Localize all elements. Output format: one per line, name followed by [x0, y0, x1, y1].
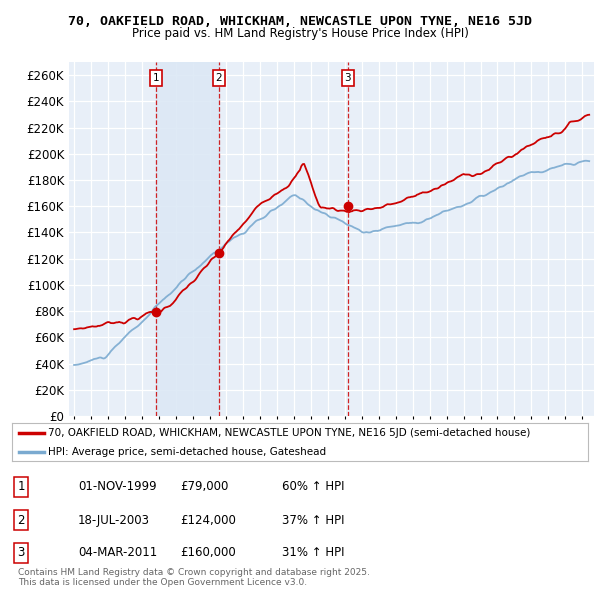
Text: 2: 2 — [17, 514, 25, 527]
Text: 70, OAKFIELD ROAD, WHICKHAM, NEWCASTLE UPON TYNE, NE16 5JD (semi-detached house): 70, OAKFIELD ROAD, WHICKHAM, NEWCASTLE U… — [48, 428, 530, 438]
Text: 37% ↑ HPI: 37% ↑ HPI — [282, 514, 344, 527]
Text: 2: 2 — [215, 73, 222, 83]
Text: £160,000: £160,000 — [180, 546, 236, 559]
Text: £79,000: £79,000 — [180, 480, 229, 493]
Text: 70, OAKFIELD ROAD, WHICKHAM, NEWCASTLE UPON TYNE, NE16 5JD: 70, OAKFIELD ROAD, WHICKHAM, NEWCASTLE U… — [68, 15, 532, 28]
Text: 01-NOV-1999: 01-NOV-1999 — [78, 480, 157, 493]
Text: 1: 1 — [17, 480, 25, 493]
Text: 04-MAR-2011: 04-MAR-2011 — [78, 546, 157, 559]
Text: £124,000: £124,000 — [180, 514, 236, 527]
Text: HPI: Average price, semi-detached house, Gateshead: HPI: Average price, semi-detached house,… — [48, 447, 326, 457]
Text: 31% ↑ HPI: 31% ↑ HPI — [282, 546, 344, 559]
Text: 1: 1 — [152, 73, 159, 83]
Text: Contains HM Land Registry data © Crown copyright and database right 2025.
This d: Contains HM Land Registry data © Crown c… — [18, 568, 370, 587]
Text: 3: 3 — [344, 73, 351, 83]
Text: 3: 3 — [17, 546, 25, 559]
Text: 60% ↑ HPI: 60% ↑ HPI — [282, 480, 344, 493]
Bar — [156, 62, 219, 416]
Text: 18-JUL-2003: 18-JUL-2003 — [78, 514, 150, 527]
Text: Price paid vs. HM Land Registry's House Price Index (HPI): Price paid vs. HM Land Registry's House … — [131, 27, 469, 40]
